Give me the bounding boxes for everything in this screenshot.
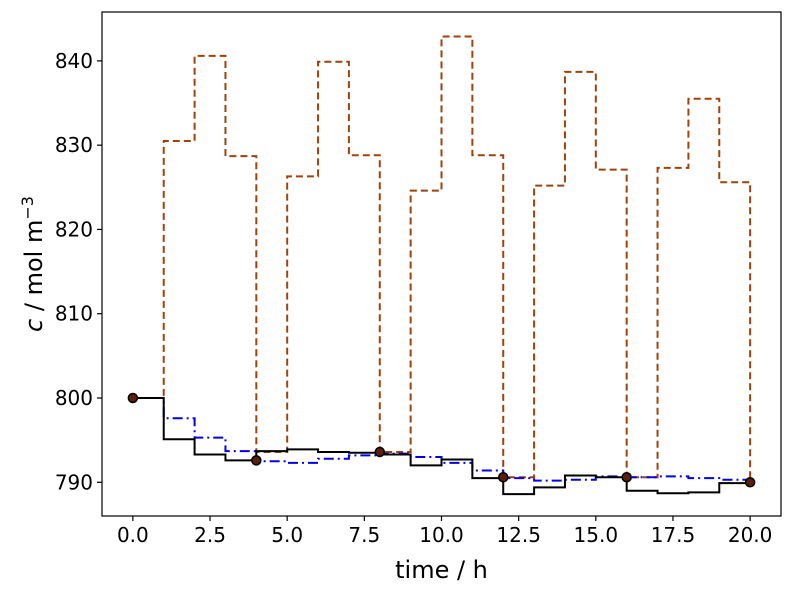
x-tick-label: 2.5 — [194, 523, 226, 547]
marker-layer — [127, 392, 756, 488]
data-marker — [251, 455, 262, 466]
data-marker — [621, 471, 632, 483]
y-tick-label: 840 — [55, 49, 93, 73]
y-tick-label: 830 — [55, 133, 93, 157]
y-tick-label: 800 — [55, 386, 93, 410]
y-axis-title-symbol: c — [20, 319, 48, 332]
y-axis-title-exponent: −3 — [18, 196, 37, 220]
y-tick-label: 810 — [55, 302, 93, 326]
x-axis: 0.0 2.5 5.0 7.5 10.0 12.5 15.0 17.5 20.0 — [117, 516, 772, 547]
data-marker — [497, 471, 509, 483]
x-tick-label: 12.5 — [496, 523, 541, 547]
series-line-dashed — [132, 35, 752, 479]
x-tick-label: 10.0 — [419, 523, 464, 547]
y-axis-title-unit: / mol m — [20, 220, 48, 319]
series-line-dashdot — [132, 397, 752, 482]
y-axis-title: c / mol m−3 — [18, 196, 48, 332]
x-axis-title: time / h — [395, 556, 488, 584]
data-marker — [127, 392, 139, 404]
series-layer — [132, 35, 752, 496]
x-tick-label: 15.0 — [574, 523, 619, 547]
data-marker — [744, 477, 756, 488]
x-tick-label: 17.5 — [651, 523, 696, 547]
data-marker — [374, 446, 386, 458]
x-tick-label: 0.0 — [117, 523, 149, 547]
y-axis: 790 800 810 820 830 840 — [55, 49, 102, 494]
x-tick-label: 7.5 — [348, 523, 380, 547]
x-tick-label: 20.0 — [728, 523, 773, 547]
series-line-solid — [132, 397, 752, 496]
x-tick-label: 5.0 — [271, 523, 303, 547]
y-tick-label: 790 — [55, 470, 93, 494]
y-tick-label: 820 — [55, 217, 93, 241]
